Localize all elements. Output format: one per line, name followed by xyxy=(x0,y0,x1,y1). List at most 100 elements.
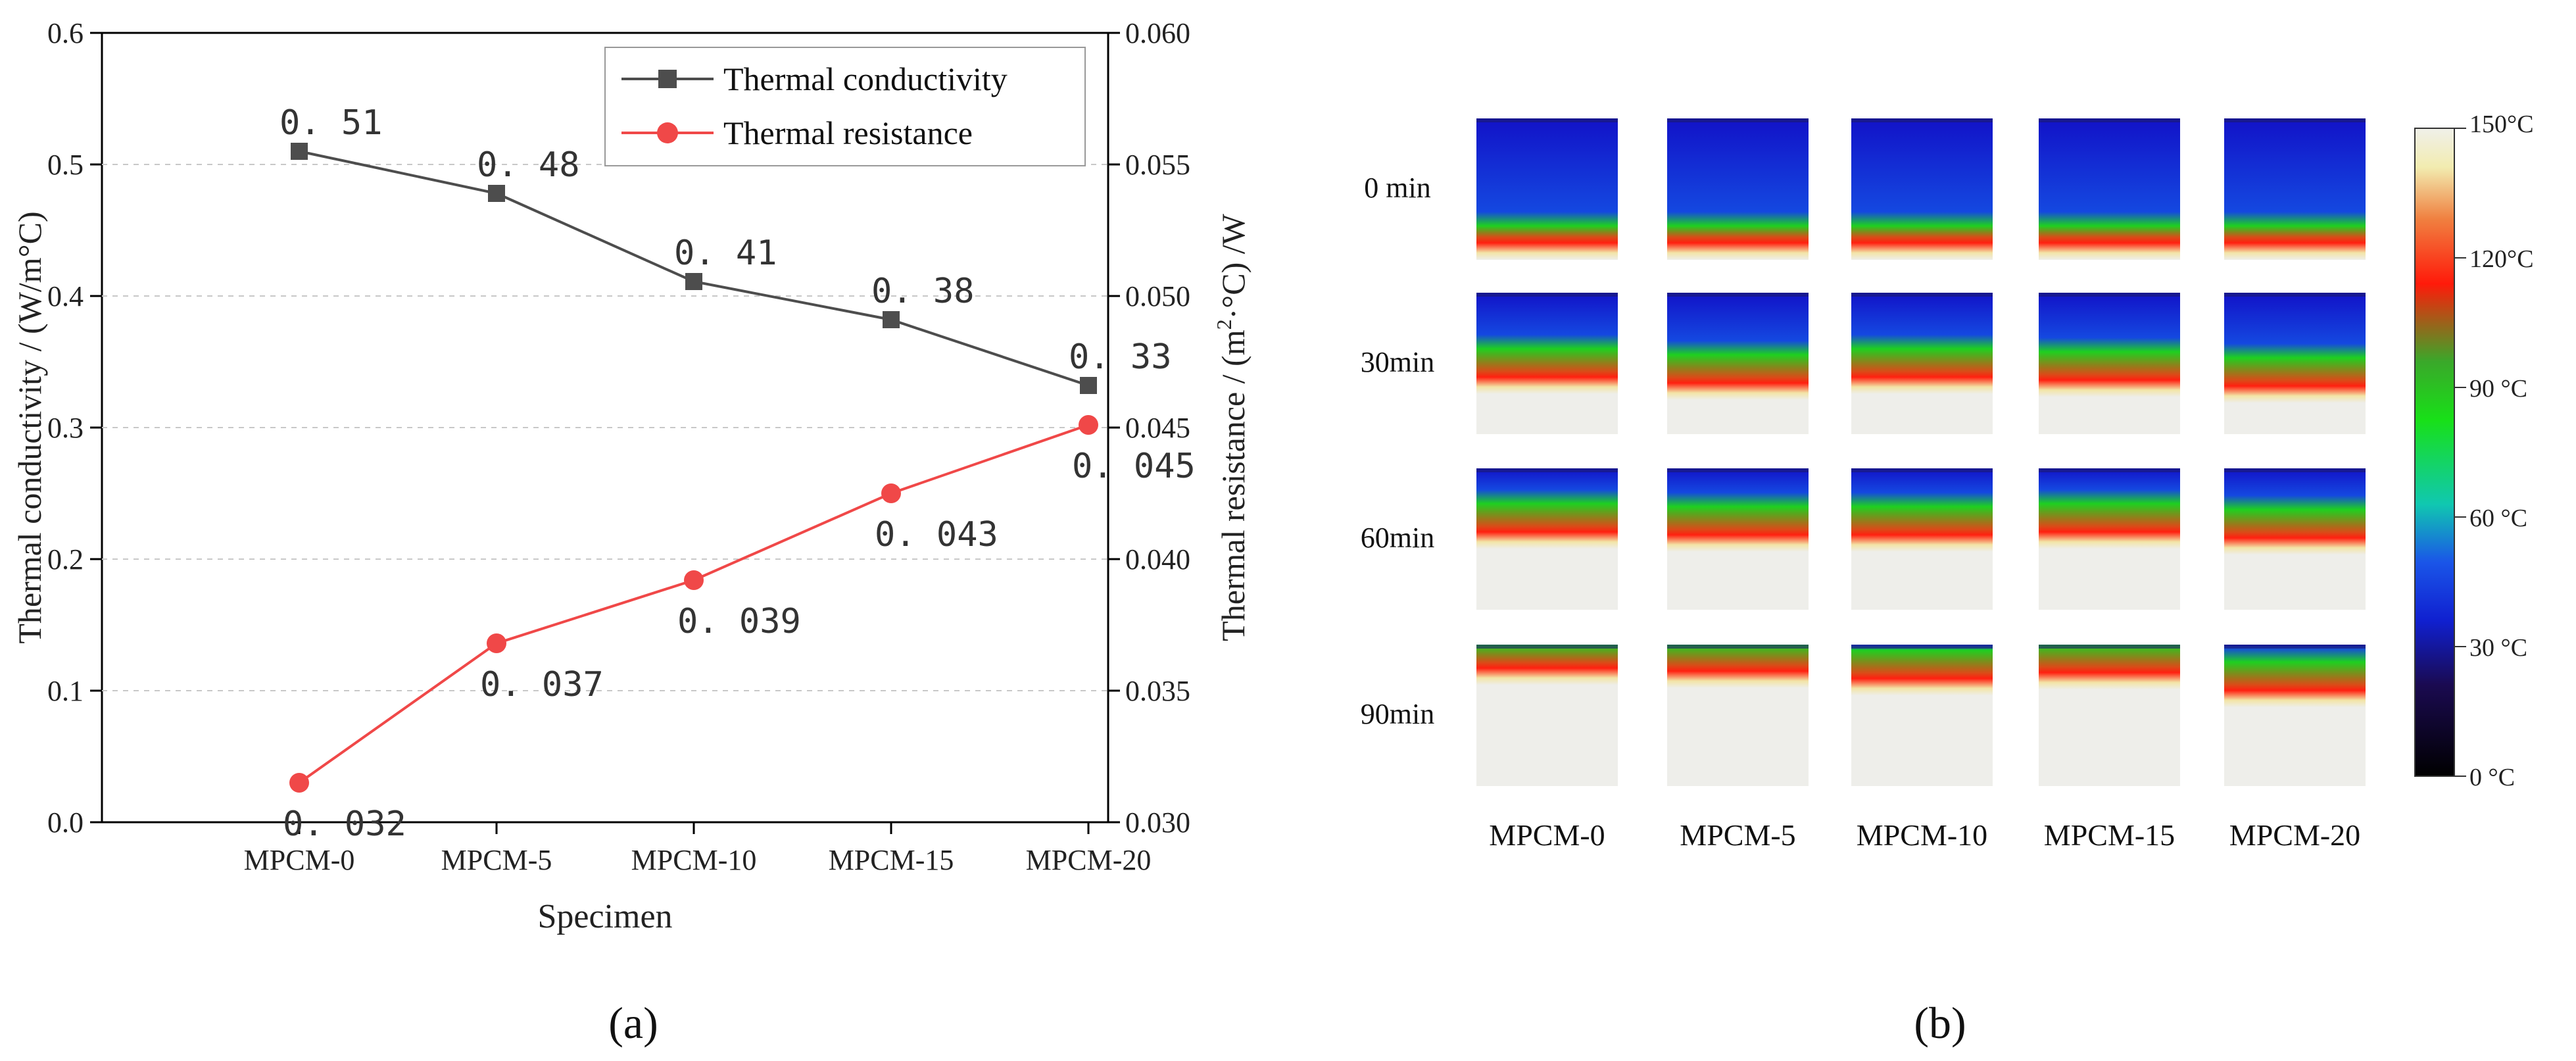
thermal-image-tile xyxy=(1851,645,1993,786)
resistance-data-label: 0. 043 xyxy=(875,515,998,555)
column-label: MPCM-10 xyxy=(1857,818,1987,852)
thermal-image-tile xyxy=(1851,118,1993,260)
thermal-image-tile xyxy=(2039,118,2180,260)
thermal-image-tile xyxy=(1667,645,1809,786)
panel-label-a: (a) xyxy=(608,998,658,1048)
thermal-image-tile xyxy=(2039,293,2180,434)
resistance-point xyxy=(1079,415,1098,435)
legend-conductivity-label: Thermal conductivity xyxy=(723,61,1008,97)
conductivity-data-label: 0. 51 xyxy=(279,103,383,143)
thermal-image-top-edge xyxy=(2224,645,2366,649)
thermal-image-tile xyxy=(1667,468,1809,610)
right-tick-label: 0.030 xyxy=(1125,806,1190,839)
conductivity-point xyxy=(685,273,702,290)
conductivity-point xyxy=(883,311,900,328)
thermal-image-top-edge xyxy=(1476,645,1618,649)
legend-box xyxy=(604,47,1086,166)
x-axis-ticks: MPCM-0 MPCM-5 MPCM-10 MPCM-15 MPCM-20 xyxy=(244,822,1151,876)
right-tick-label: 0.050 xyxy=(1125,280,1190,312)
thermal-image-tile xyxy=(1476,118,1618,260)
x-tick-label: MPCM-0 xyxy=(244,844,355,876)
legend-conductivity-marker xyxy=(658,70,677,88)
colorbar-tick-label: 0 °C xyxy=(2469,764,2515,791)
thermal-image-top-edge xyxy=(1667,293,1809,297)
panel-label-b: (b) xyxy=(1914,998,1966,1048)
colorbar-ticks: 150°C 120°C 90 °C 60 °C 30 °C 0 °C xyxy=(2454,111,2534,791)
row-label: 30min xyxy=(1361,346,1434,378)
conductivity-data-label: 0. 38 xyxy=(871,272,975,311)
resistance-data-label: 0. 037 xyxy=(480,665,604,704)
thermal-image-tile xyxy=(1667,293,1809,434)
conductivity-data-label: 0. 48 xyxy=(477,145,580,185)
left-tick-label: 0.3 xyxy=(47,412,84,444)
colorbar-tick-label: 30 °C xyxy=(2469,634,2527,662)
left-tick-label: 0.1 xyxy=(47,675,84,707)
colorbar-tick-label: 90 °C xyxy=(2469,375,2527,403)
row-label: 0 min xyxy=(1364,172,1430,204)
right-axis-label-part1: Thermal resistance / (m xyxy=(1215,330,1252,641)
legend-resistance-marker xyxy=(657,122,678,143)
column-label: MPCM-20 xyxy=(2229,818,2360,852)
thermal-image-tile xyxy=(2039,468,2180,610)
conductivity-data-label: 0. 41 xyxy=(674,234,777,273)
left-axis-ticks: 0.0 0.1 0.2 0.3 0.4 0.5 0.6 xyxy=(47,17,102,839)
left-axis-label: Thermal conductivity / (W/m°C) xyxy=(11,211,48,643)
conductivity-point xyxy=(291,143,308,160)
thermal-image-top-edge xyxy=(1476,293,1618,297)
data-labels: 0. 51 0. 48 0. 41 0. 38 0. 33 0. 032 0. 037 0. … xyxy=(279,103,1196,844)
resistance-point xyxy=(881,483,901,503)
column-label: MPCM-0 xyxy=(1489,818,1605,852)
thermal-image-tile xyxy=(2039,645,2180,786)
resistance-data-label: 0. 045 xyxy=(1072,447,1196,486)
right-tick-label: 0.060 xyxy=(1125,17,1190,49)
thermal-image-top-edge xyxy=(1476,468,1618,472)
right-tick-label: 0.040 xyxy=(1125,543,1190,576)
thermal-image-top-edge xyxy=(1667,118,1809,122)
thermal-image-tile xyxy=(1851,468,1993,610)
x-axis-label: Specimen xyxy=(537,898,672,935)
thermal-image-top-edge xyxy=(2039,468,2180,472)
right-axis-label-part2: ·°C) /W xyxy=(1215,213,1252,319)
row-label: 90min xyxy=(1361,698,1434,730)
left-tick-label: 0.0 xyxy=(47,806,84,839)
thermal-image-top-edge xyxy=(2224,118,2366,122)
thermal-image-top-edge xyxy=(1851,645,1993,649)
left-tick-label: 0.2 xyxy=(47,543,84,576)
conductivity-point xyxy=(1080,377,1097,394)
colorbar-gradient xyxy=(2414,128,2455,777)
thermal-image-top-edge xyxy=(2039,118,2180,122)
left-tick-label: 0.5 xyxy=(47,149,84,181)
thermal-image-grid xyxy=(1476,118,2366,786)
right-tick-label: 0.045 xyxy=(1125,412,1190,444)
colorbar-tick-label: 120°C xyxy=(2469,245,2534,273)
line-chart-panel: 0.00.10.20.30.40.50.6 0.0300.0350.0400.0… xyxy=(11,17,1252,1048)
colorbar: 150°C 120°C 90 °C 60 °C 30 °C 0 °C xyxy=(2414,111,2534,791)
right-tick-label: 0.035 xyxy=(1125,675,1190,707)
thermal-image-tile xyxy=(2224,293,2366,434)
right-tick-label: 0.055 xyxy=(1125,149,1190,181)
conductivity-data-label: 0. 33 xyxy=(1069,337,1172,377)
resistance-point xyxy=(684,570,704,590)
thermal-image-top-edge xyxy=(2224,468,2366,472)
right-axis-ticks: 0.030 0.035 0.040 0.045 0.050 0.055 0.060 xyxy=(1108,17,1190,839)
resistance-point xyxy=(487,633,506,653)
colorbar-tick-label: 150°C xyxy=(2469,111,2534,138)
thermal-image-tile xyxy=(2224,645,2366,786)
left-tick-label: 0.6 xyxy=(47,17,84,49)
thermal-image-top-edge xyxy=(2039,293,2180,297)
thermal-image-top-edge xyxy=(1851,118,1993,122)
thermal-image-tile xyxy=(1667,118,1809,260)
thermal-image-tile xyxy=(1476,293,1618,434)
thermal-image-top-edge xyxy=(2039,645,2180,649)
x-tick-label: MPCM-15 xyxy=(829,844,954,876)
resistance-data-label: 0. 039 xyxy=(677,602,801,641)
legend-resistance-label: Thermal resistance xyxy=(723,114,973,151)
conductivity-point xyxy=(488,185,505,202)
thermal-image-tile xyxy=(1476,468,1618,610)
resistance-point xyxy=(289,773,309,793)
thermal-image-top-edge xyxy=(1476,118,1618,122)
thermal-image-top-edge xyxy=(1851,293,1993,297)
row-labels: 0 min 30min 60min 90min xyxy=(1361,172,1434,730)
heatmap-panel: 0 min 30min 60min 90min MPCM-0 MPCM-5 MPCM-10… xyxy=(1361,111,2534,1048)
